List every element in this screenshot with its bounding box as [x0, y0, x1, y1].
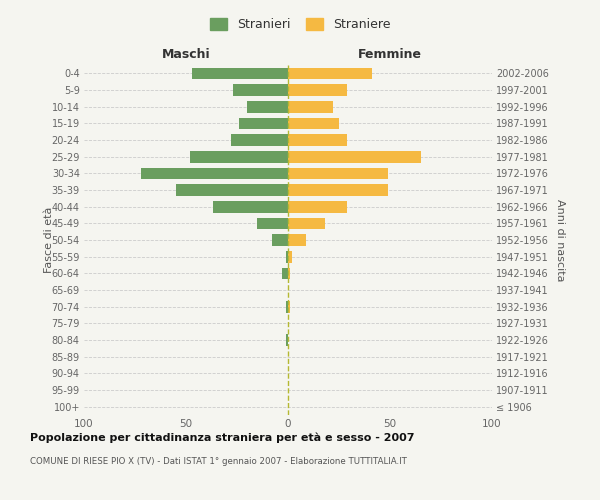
Bar: [288, 101, 333, 112]
Bar: [176, 184, 288, 196]
Bar: [288, 118, 339, 129]
Bar: [288, 134, 347, 146]
Bar: [239, 118, 288, 129]
Bar: [286, 301, 288, 312]
Bar: [192, 68, 288, 79]
Bar: [272, 234, 288, 246]
Bar: [231, 134, 288, 146]
Bar: [141, 168, 288, 179]
Bar: [288, 218, 325, 229]
Bar: [247, 101, 288, 112]
Bar: [286, 251, 288, 262]
Legend: Stranieri, Straniere: Stranieri, Straniere: [206, 14, 394, 35]
Text: COMUNE DI RIESE PIO X (TV) - Dati ISTAT 1° gennaio 2007 - Elaborazione TUTTITALI: COMUNE DI RIESE PIO X (TV) - Dati ISTAT …: [30, 458, 407, 466]
Bar: [286, 334, 288, 346]
Bar: [288, 151, 421, 162]
Bar: [190, 151, 288, 162]
Text: Maschi: Maschi: [161, 48, 211, 62]
Bar: [288, 268, 290, 279]
Bar: [212, 201, 288, 212]
Bar: [288, 301, 290, 312]
Y-axis label: Fasce di età: Fasce di età: [44, 207, 53, 273]
Bar: [288, 234, 307, 246]
Bar: [282, 268, 288, 279]
Bar: [257, 218, 288, 229]
Bar: [288, 184, 388, 196]
Bar: [233, 84, 288, 96]
Bar: [288, 84, 347, 96]
Y-axis label: Anni di nascita: Anni di nascita: [554, 198, 565, 281]
Bar: [288, 68, 371, 79]
Text: Popolazione per cittadinanza straniera per età e sesso - 2007: Popolazione per cittadinanza straniera p…: [30, 432, 415, 443]
Text: Femmine: Femmine: [358, 48, 422, 62]
Bar: [288, 168, 388, 179]
Bar: [288, 251, 292, 262]
Bar: [288, 201, 347, 212]
